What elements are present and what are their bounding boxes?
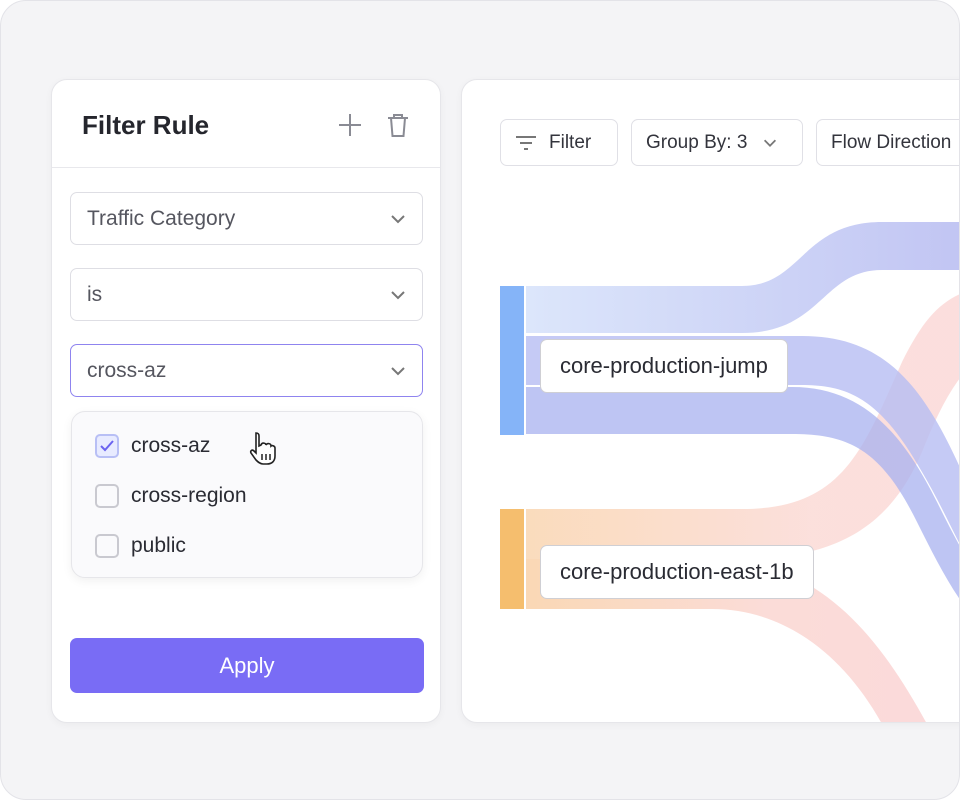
chevron-down-icon: [391, 367, 405, 376]
chevron-down-icon: [391, 291, 405, 300]
flow-direction-label: Flow Direction: [831, 131, 952, 153]
option-label: public: [131, 534, 186, 557]
option-label: cross-az: [131, 434, 211, 457]
panel-title: Filter Rule: [82, 110, 210, 140]
option-public[interactable]: public: [95, 533, 186, 559]
field-select-value: Traffic Category: [87, 207, 236, 230]
option-label: cross-region: [131, 484, 247, 507]
flow-band: [526, 387, 959, 599]
apply-button[interactable]: Apply: [70, 638, 424, 693]
checkbox[interactable]: [95, 484, 119, 508]
option-cross-az[interactable]: cross-az: [95, 433, 210, 459]
value-dropdown: cross-az cross-region public: [71, 411, 423, 578]
value-select[interactable]: cross-az: [70, 344, 423, 397]
flow-band: [526, 336, 959, 543]
filter-button[interactable]: Filter: [500, 119, 618, 166]
checkbox-checked[interactable]: [95, 434, 119, 458]
option-cross-region[interactable]: cross-region: [95, 483, 247, 509]
filter-label: Filter: [549, 131, 592, 153]
operator-select-value: is: [87, 283, 103, 306]
flow-band: [526, 294, 959, 559]
group-by-label: Group By: 3: [646, 131, 748, 153]
chevron-down-icon: [764, 139, 777, 147]
operator-select[interactable]: is: [70, 268, 423, 321]
value-select-value: cross-az: [87, 359, 167, 382]
filter-rule-panel: Filter Rule Traffic Category is cross-az…: [51, 79, 441, 723]
sankey-node: [500, 286, 524, 435]
field-select[interactable]: Traffic Category: [70, 192, 423, 245]
group-by-button[interactable]: Group By: 3: [631, 119, 803, 166]
trash-icon[interactable]: [385, 112, 411, 138]
sankey-node: [500, 509, 524, 609]
checkbox[interactable]: [95, 534, 119, 558]
flow-band: [526, 222, 959, 333]
sankey-chart: [500, 222, 959, 722]
flow-direction-button[interactable]: Flow Direction: [816, 119, 959, 166]
node-label: core-production-east-1b: [540, 545, 814, 599]
panel-header: Filter Rule: [52, 80, 440, 168]
chevron-down-icon: [391, 215, 405, 224]
filter-icon: [516, 135, 536, 150]
node-label: core-production-jump: [540, 339, 788, 393]
hand-cursor-icon: [249, 432, 276, 465]
plus-icon[interactable]: [337, 112, 363, 138]
flow-chart-panel: Filter Group By: 3 Flow Direction core-p…: [461, 79, 959, 723]
flow-band: [526, 559, 926, 722]
